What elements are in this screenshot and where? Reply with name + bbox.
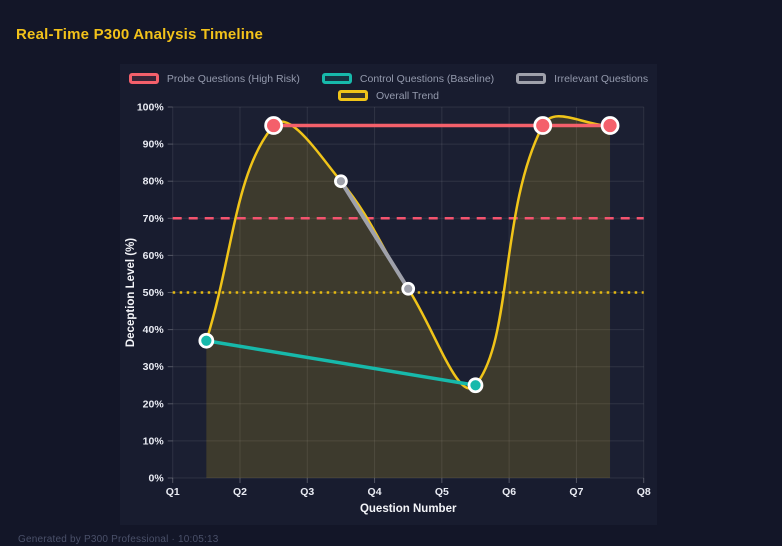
timeline-chart: 0% 10% 20% 30% 40% 50% 60% 70% 80% 90% 100% Q1 Q2 Q3 Q… xyxy=(125,102,651,516)
legend-row-2: Overall Trend xyxy=(120,87,657,104)
legend-label-irrelevant: Irrelevant Questions xyxy=(554,72,649,85)
trend-area-fill xyxy=(206,116,611,478)
legend-label-probe: Probe Questions (High Risk) xyxy=(166,72,300,85)
legend-item-irrelevant[interactable]: Irrelevant Questions xyxy=(516,73,648,85)
x-axis-tick-label: Q2 xyxy=(233,486,247,498)
y-axis-tick-label: 30% xyxy=(143,361,165,373)
x-axis-tick-label: Q1 xyxy=(166,486,180,498)
x-axis-tick-label: Q4 xyxy=(368,486,382,498)
data-point[interactable] xyxy=(533,116,553,135)
y-axis-tick-label: 90% xyxy=(143,139,165,151)
y-axis-tick-label: 10% xyxy=(143,435,165,447)
irrelevant-legend-swatch-icon xyxy=(516,73,547,84)
data-point[interactable] xyxy=(467,377,484,394)
y-axis-tick-label: 40% xyxy=(143,324,165,336)
trend-legend-swatch-icon xyxy=(337,90,368,101)
chart-legend: Probe Questions (High Risk) Control Ques… xyxy=(120,70,657,104)
data-point[interactable] xyxy=(401,281,416,296)
series-line-1 xyxy=(204,338,478,387)
legend-item-trend[interactable]: Overall Trend xyxy=(337,89,440,102)
control-legend-swatch-icon xyxy=(321,73,352,84)
legend-item-control[interactable]: Control Questions (Baseline) xyxy=(321,72,495,85)
legend-label-control: Control Questions (Baseline) xyxy=(359,72,495,85)
y-axis-tick-label: 80% xyxy=(143,176,165,188)
data-point[interactable] xyxy=(198,332,215,349)
y-axis-tick-label: 50% xyxy=(143,287,165,299)
data-point[interactable] xyxy=(600,116,620,135)
y-axis-tick-label: 100% xyxy=(137,102,165,114)
y-axis-tick-label: 70% xyxy=(143,213,165,225)
footer-note: Generated by P300 Professional · 10:05:1… xyxy=(18,534,219,545)
y-axis-tick-label: 20% xyxy=(143,398,165,410)
y-axis-tick-label: 60% xyxy=(143,250,165,262)
x-axis-tick-label: Q3 xyxy=(300,486,314,498)
data-point[interactable] xyxy=(264,116,284,135)
x-axis-tick-label: Q8 xyxy=(637,486,651,498)
legend-row-1: Probe Questions (High Risk) Control Ques… xyxy=(120,70,657,87)
x-axis-tick-label: Q7 xyxy=(569,486,583,498)
chart-panel: Probe Questions (High Risk) Control Ques… xyxy=(120,64,657,525)
x-axis-tick-label: Q5 xyxy=(435,486,449,498)
legend-item-probe[interactable]: Probe Questions (High Risk) xyxy=(128,72,300,85)
page-title: Real-Time P300 Analysis Timeline xyxy=(16,26,264,43)
data-point[interactable] xyxy=(334,174,348,189)
x-axis-tick-label: Q6 xyxy=(502,486,516,498)
y-axis-tick-label: 0% xyxy=(149,473,165,485)
series-line-2 xyxy=(338,179,411,291)
legend-label-trend: Overall Trend xyxy=(375,89,440,102)
x-axis-title: Question Number xyxy=(360,503,457,515)
y-axis-title: Deception Level (%) xyxy=(125,238,137,347)
probe-legend-swatch-icon xyxy=(128,73,159,84)
